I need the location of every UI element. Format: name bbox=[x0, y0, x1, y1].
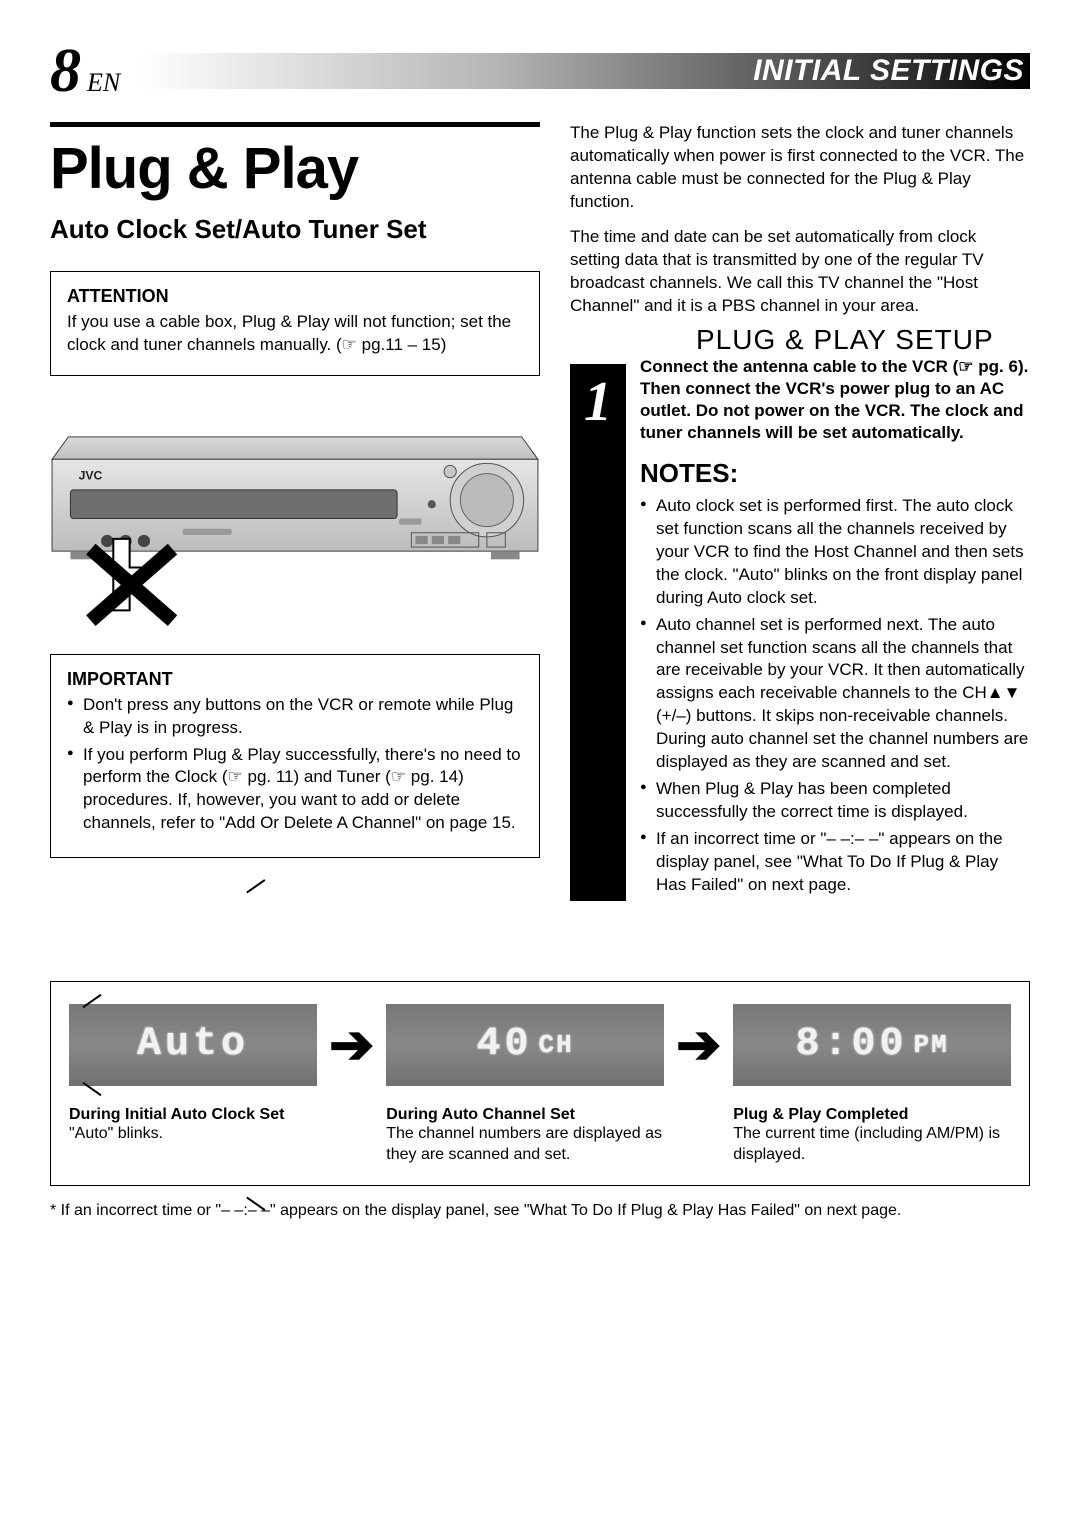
lcd-display-auto: Auto bbox=[69, 1004, 317, 1086]
two-column-layout: Plug & Play Auto Clock Set/Auto Tuner Se… bbox=[50, 122, 1030, 901]
important-box: IMPORTANT Don't press any buttons on the… bbox=[50, 654, 540, 859]
list-item: When Plug & Play has been completed succ… bbox=[640, 778, 1030, 824]
svg-text:JVC: JVC bbox=[79, 469, 103, 483]
list-item: Auto channel set is performed next. The … bbox=[640, 614, 1030, 775]
lcd-display-time: 8:00 PM bbox=[733, 1004, 1011, 1086]
lcd-text: 8:00 bbox=[796, 1022, 908, 1067]
step-strip: 1 bbox=[570, 364, 626, 901]
display-item: 40 CH During Auto Channel Set The channe… bbox=[386, 1004, 664, 1166]
section-title-wrap: INITIAL SETTINGS bbox=[140, 53, 1030, 89]
arrow-cell: ➔ bbox=[676, 1004, 721, 1086]
intro-paragraph-1: The Plug & Play function sets the clock … bbox=[570, 122, 1030, 214]
step-number: 1 bbox=[584, 374, 612, 430]
setup-label: PLUG & PLAY SETUP bbox=[696, 324, 1080, 356]
caption-title: Plug & Play Completed bbox=[733, 1106, 1011, 1124]
setup-block: 1 PLUG & PLAY SETUP Connect the antenna … bbox=[570, 364, 1030, 901]
lcd-text: 40 bbox=[477, 1022, 533, 1067]
subtitle: Auto Clock Set/Auto Tuner Set bbox=[50, 214, 540, 245]
setup-section: 1 PLUG & PLAY SETUP Connect the antenna … bbox=[570, 364, 1030, 901]
page-number-block: 8 EN bbox=[50, 40, 120, 102]
notes-list: Auto clock set is performed first. The a… bbox=[640, 495, 1030, 897]
attention-body: If you use a cable box, Plug & Play will… bbox=[67, 311, 523, 357]
display-item: 8:00 PM Plug & Play Completed The curren… bbox=[733, 1004, 1011, 1166]
page-number: 8 bbox=[50, 40, 81, 102]
caption-title: During Initial Auto Clock Set bbox=[69, 1106, 317, 1124]
right-column: The Plug & Play function sets the clock … bbox=[570, 122, 1030, 901]
lcd-suffix: CH bbox=[539, 1030, 574, 1060]
lang-label: EN bbox=[87, 68, 120, 98]
lcd-text: Auto bbox=[137, 1022, 249, 1067]
page-header: 8 EN INITIAL SETTINGS bbox=[50, 40, 1030, 102]
caption-body: The current time (including AM/PM) is di… bbox=[733, 1124, 1011, 1166]
left-column: Plug & Play Auto Clock Set/Auto Tuner Se… bbox=[50, 122, 540, 901]
caption-title: During Auto Channel Set bbox=[386, 1106, 664, 1124]
main-title: Plug & Play bbox=[50, 135, 540, 202]
section-title: INITIAL SETTINGS bbox=[140, 53, 1030, 89]
step-instruction: Connect the antenna cable to the VCR (☞ … bbox=[640, 356, 1030, 444]
important-heading: IMPORTANT bbox=[67, 669, 523, 690]
step-content: PLUG & PLAY SETUP Connect the antenna ca… bbox=[626, 364, 1030, 901]
list-item: Don't press any buttons on the VCR or re… bbox=[67, 694, 523, 740]
arrow-icon: ➔ bbox=[329, 1013, 374, 1076]
title-rule bbox=[50, 122, 540, 127]
lcd-suffix: PM bbox=[914, 1030, 949, 1060]
list-item: Auto clock set is performed first. The a… bbox=[640, 495, 1030, 610]
list-item: If you perform Plug & Play successfully,… bbox=[67, 744, 523, 836]
important-list: Don't press any buttons on the VCR or re… bbox=[67, 694, 523, 836]
intro-paragraph-2: The time and date can be set automatical… bbox=[570, 226, 1030, 318]
footnote: * If an incorrect time or "– –:– –" appe… bbox=[50, 1202, 1030, 1220]
list-item: If an incorrect time or "– –:– –" appear… bbox=[640, 828, 1030, 897]
notes-heading: NOTES: bbox=[640, 458, 1030, 489]
caption-body: "Auto" blinks. bbox=[69, 1124, 317, 1145]
lcd-display-channel: 40 CH bbox=[386, 1004, 664, 1086]
vcr-icon: JVC bbox=[50, 396, 540, 631]
display-sequence-box: Auto During Initial Auto Clock Set "Auto… bbox=[50, 981, 1030, 1187]
attention-heading: ATTENTION bbox=[67, 286, 523, 307]
attention-box: ATTENTION If you use a cable box, Plug &… bbox=[50, 271, 540, 376]
arrow-icon: ➔ bbox=[676, 1013, 721, 1076]
arrow-cell: ➔ bbox=[329, 1004, 374, 1086]
vcr-illustration: JVC bbox=[50, 396, 540, 636]
display-item: Auto During Initial Auto Clock Set "Auto… bbox=[69, 1004, 317, 1145]
caption-body: The channel numbers are displayed as the… bbox=[386, 1124, 664, 1166]
